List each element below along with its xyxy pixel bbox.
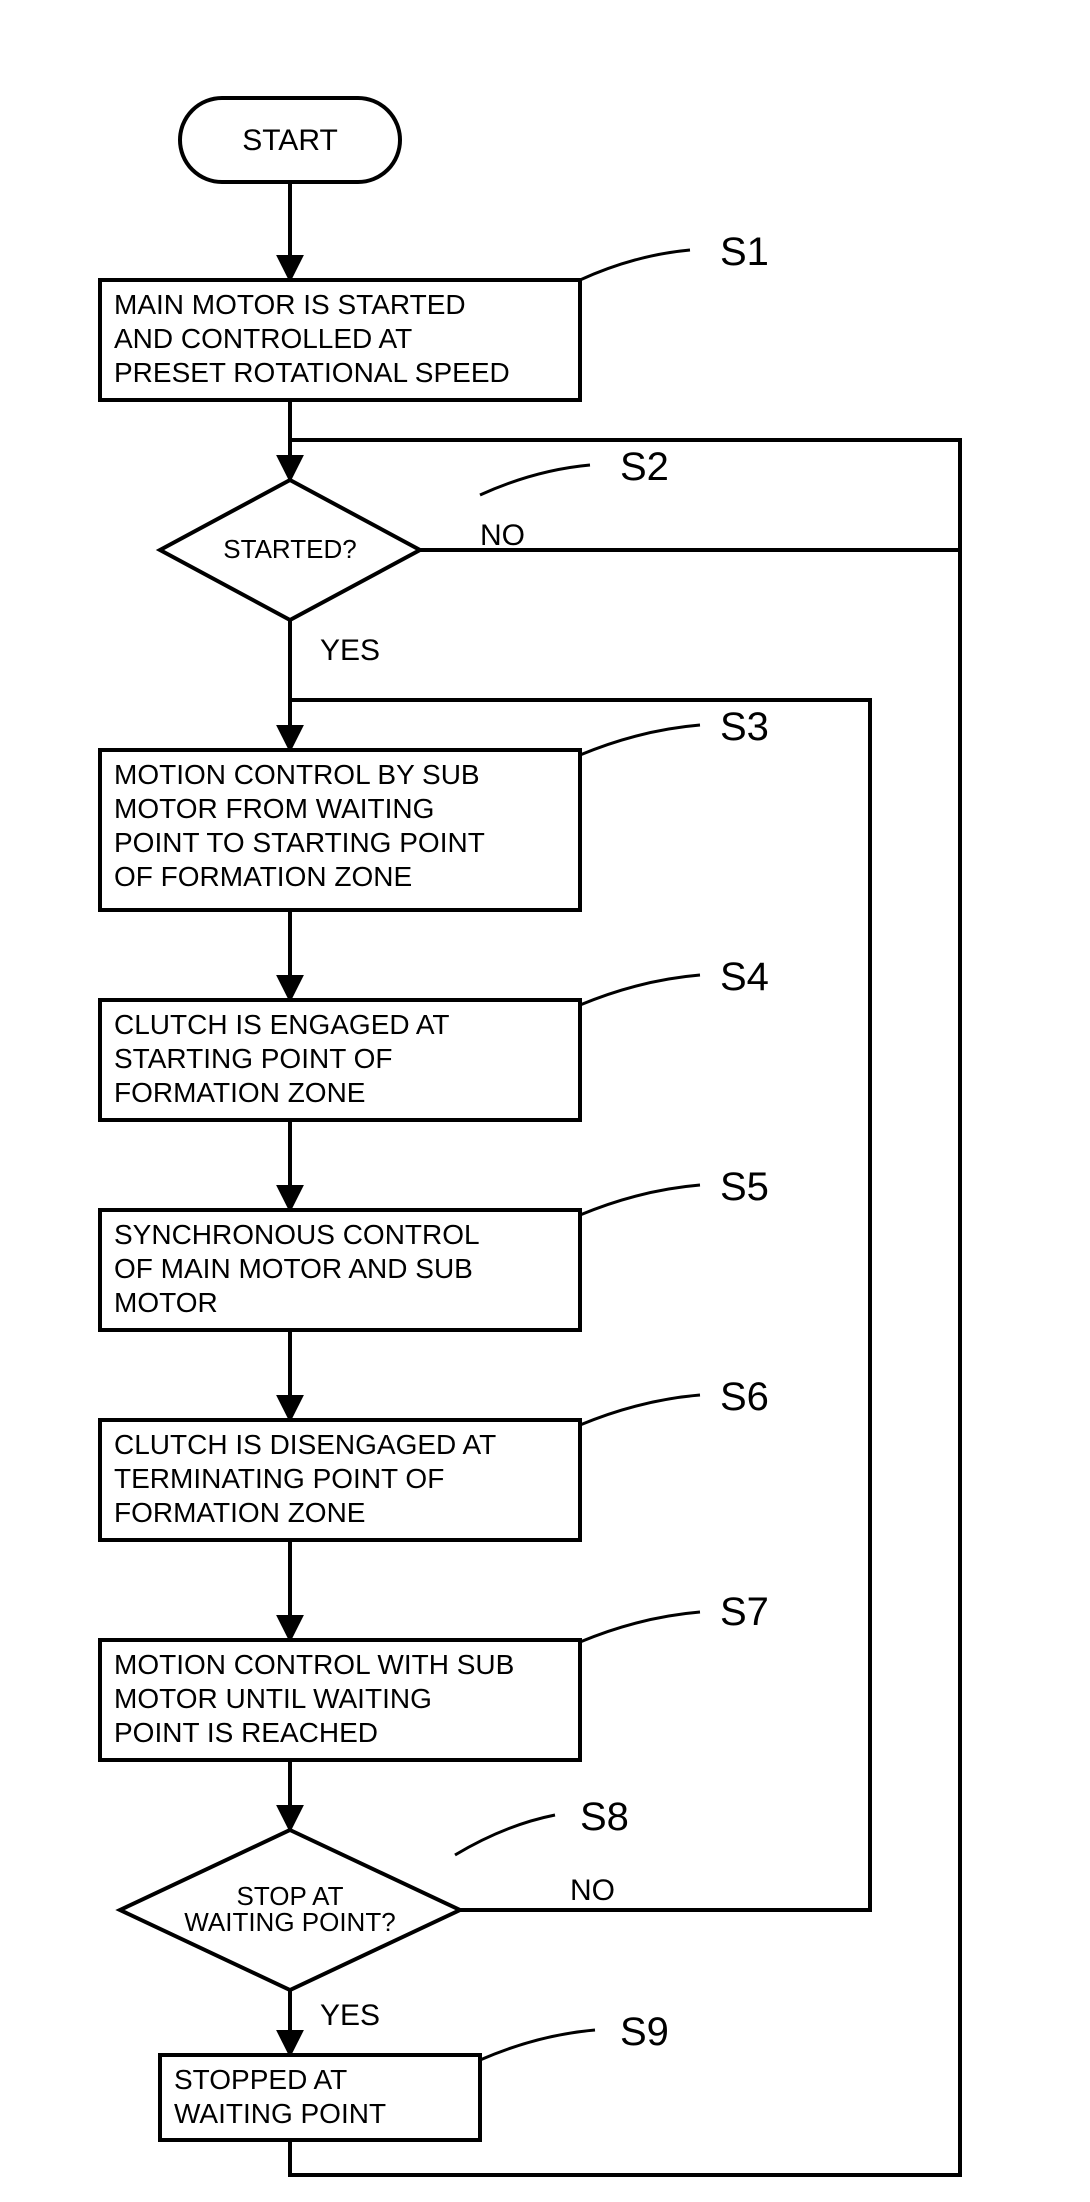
label-leader xyxy=(580,975,700,1005)
node-text: POINT TO STARTING POINT xyxy=(114,827,485,858)
step-label: S1 xyxy=(720,230,769,274)
node-text: AND CONTROLLED AT xyxy=(114,323,412,354)
node-text: MOTION CONTROL BY SUB xyxy=(114,759,480,790)
step-label: S5 xyxy=(720,1165,769,1209)
node-text: STOPPED AT xyxy=(174,2064,347,2095)
node-text: CLUTCH IS ENGAGED AT xyxy=(114,1009,450,1040)
node-s3: MOTION CONTROL BY SUBMOTOR FROM WAITINGP… xyxy=(100,705,769,910)
terminator-start-text: START xyxy=(242,124,338,157)
node-text: TERMINATING POINT OF xyxy=(114,1463,444,1494)
node-text: FORMATION ZONE xyxy=(114,1077,365,1108)
node-text: SYNCHRONOUS CONTROL xyxy=(114,1219,480,1250)
step-label: S8 xyxy=(580,1795,629,1839)
node-text: WAITING POINT xyxy=(174,2098,386,2129)
node-text: MOTOR xyxy=(114,1287,218,1318)
step-label: S4 xyxy=(720,955,769,999)
label-leader xyxy=(580,1612,700,1642)
node-text: FORMATION ZONE xyxy=(114,1497,365,1528)
branch-yes: YES xyxy=(320,634,380,667)
label-leader xyxy=(480,465,590,495)
node-text: MOTOR UNTIL WAITING xyxy=(114,1683,432,1714)
node-s8: STOP ATWAITING POINT?YESNOS8 xyxy=(120,1795,629,2032)
label-leader xyxy=(455,1815,555,1855)
label-leader xyxy=(580,725,700,755)
node-s1: MAIN MOTOR IS STARTEDAND CONTROLLED ATPR… xyxy=(100,230,769,400)
node-text: STARTED? xyxy=(223,534,356,564)
label-leader xyxy=(580,250,690,280)
node-text: POINT IS REACHED xyxy=(114,1717,378,1748)
step-label: S6 xyxy=(720,1375,769,1419)
node-text: MAIN MOTOR IS STARTED xyxy=(114,289,466,320)
node-text: PRESET ROTATIONAL SPEED xyxy=(114,357,510,388)
label-leader xyxy=(480,2030,595,2060)
flowchart-svg: START MAIN MOTOR IS STARTEDAND CONTROLLED… xyxy=(0,0,1090,2202)
node-text: WAITING POINT? xyxy=(184,1907,395,1937)
node-text: CLUTCH IS DISENGAGED AT xyxy=(114,1429,496,1460)
branch-no: NO xyxy=(570,1874,615,1907)
node-text: MOTION CONTROL WITH SUB xyxy=(114,1649,514,1680)
step-label: S7 xyxy=(720,1590,769,1634)
node-s2: STARTED? YES NO S2 xyxy=(160,445,669,667)
terminator-start: START xyxy=(180,98,400,182)
node-text: STARTING POINT OF xyxy=(114,1043,392,1074)
node-text: OF FORMATION ZONE xyxy=(114,861,412,892)
step-label: S9 xyxy=(620,2010,669,2054)
branch-no: NO xyxy=(480,519,525,552)
node-text: OF MAIN MOTOR AND SUB xyxy=(114,1253,473,1284)
label-leader xyxy=(580,1185,700,1215)
step-label: S2 xyxy=(620,445,669,489)
step-label: S3 xyxy=(720,705,769,749)
label-leader xyxy=(580,1395,700,1425)
branch-yes: YES xyxy=(320,1999,380,2032)
node-text: MOTOR FROM WAITING xyxy=(114,793,434,824)
